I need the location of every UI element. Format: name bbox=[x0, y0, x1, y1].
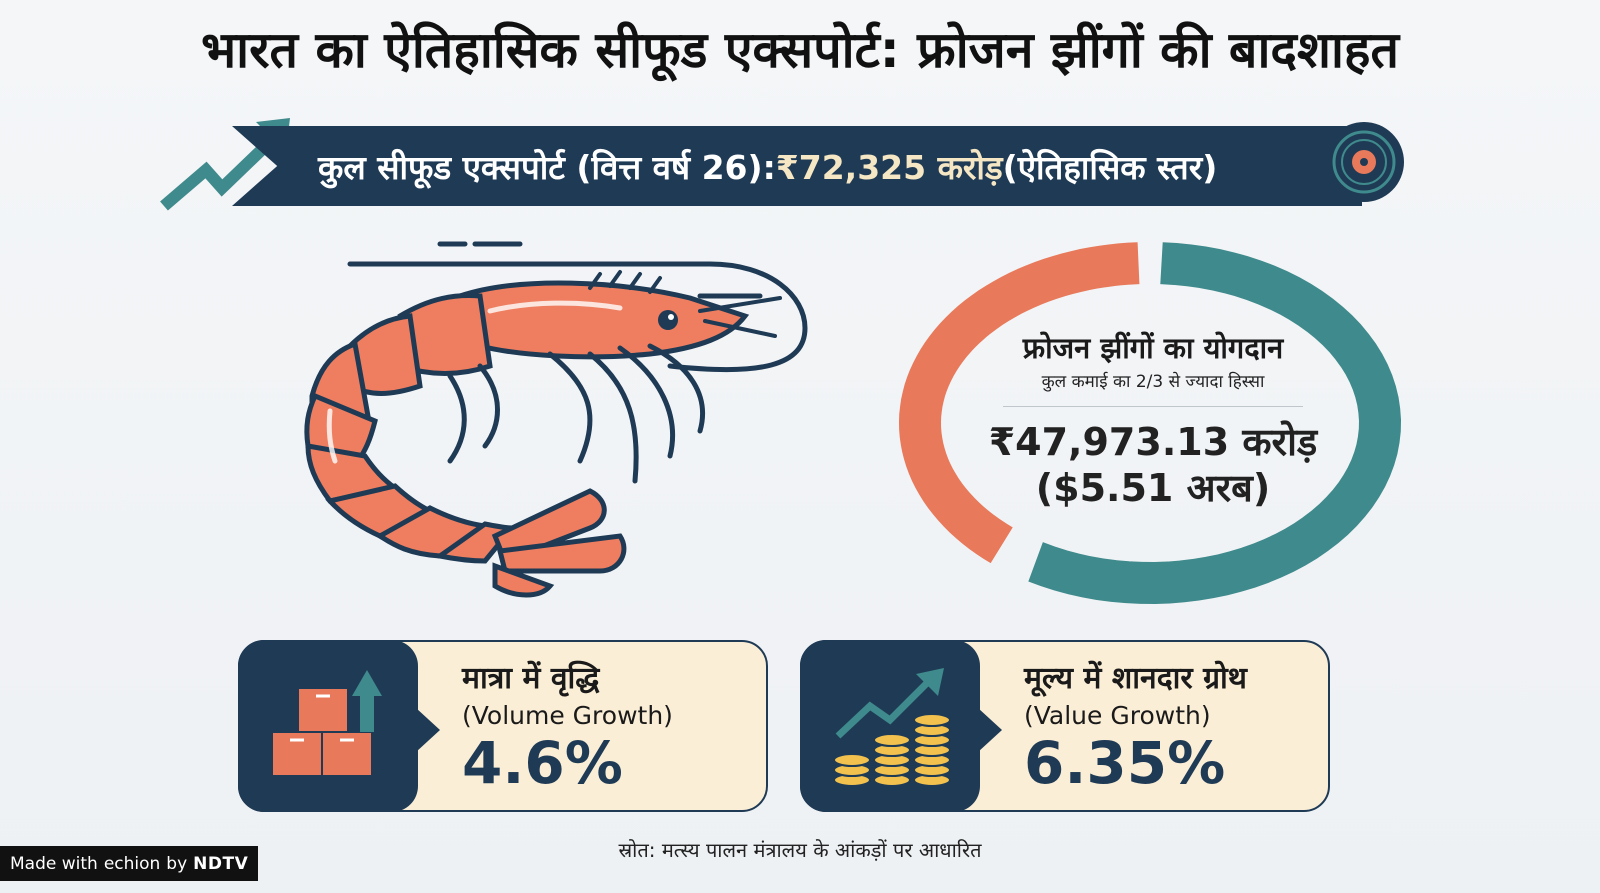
watermark-by: by bbox=[166, 853, 188, 874]
value-growth-card: मूल्य में शानदार ग्रोथ (Value Growth) 6.… bbox=[800, 640, 1330, 812]
volume-growth-card: मात्रा में वृद्धि (Volume Growth) 4.6% bbox=[238, 640, 768, 812]
donut-divider bbox=[1003, 406, 1303, 407]
value-subheading: (Value Growth) bbox=[1024, 701, 1211, 730]
volume-heading: मात्रा में वृद्धि bbox=[462, 661, 600, 696]
source-note: स्रोत: मत्स्य पालन मंत्रालय के आंकड़ों प… bbox=[618, 838, 982, 862]
donut-value-usd: ($5.51 अरब) bbox=[1035, 466, 1271, 510]
card-icon-box bbox=[238, 640, 418, 812]
watermark-app: echion bbox=[103, 853, 161, 874]
watermark-prefix: Made with bbox=[10, 853, 98, 874]
card-notch bbox=[416, 708, 440, 752]
value-growth-value: 6.35% bbox=[1024, 729, 1226, 797]
total-export-banner: कुल सीफूड एक्सपोर्ट (वित्त वर्ष 26): ₹72… bbox=[232, 126, 1362, 206]
banner-note: (ऐतिहासिक स्तर) bbox=[1002, 147, 1218, 187]
donut-value-inr: ₹47,973.13 करोड़ bbox=[988, 420, 1318, 464]
watermark-brand: NDTV bbox=[193, 853, 249, 874]
donut-segment-frozen-shrimp bbox=[898, 242, 1140, 564]
frozen-shrimp-share-donut bbox=[898, 242, 1402, 605]
page-title: भारत का ऐतिहासिक सीफूड एक्सपोर्ट: फ्रोजन… bbox=[200, 21, 1399, 79]
donut-subheading: कुल कमाई का 2/3 से ज्यादा हिस्सा bbox=[1041, 372, 1265, 392]
banner-amount: ₹72,325 करोड़ bbox=[775, 147, 1003, 187]
coins-growth-icon bbox=[833, 668, 951, 787]
card-icon-box bbox=[800, 640, 980, 812]
record-badge-icon bbox=[1324, 122, 1404, 202]
banner-label: कुल सीफूड एक्सपोर्ट (वित्त वर्ष 26): bbox=[318, 147, 776, 187]
donut-segment-other-seafood bbox=[1028, 242, 1402, 605]
boxes-arrow-icon bbox=[271, 670, 382, 777]
donut-heading: फ्रोजन झींगों का योगदान bbox=[1022, 331, 1284, 365]
donut-label: फ्रोजन झींगों का योगदान कुल कमाई का 2/3 … bbox=[968, 328, 1338, 511]
value-heading: मूल्य में शानदार ग्रोथ bbox=[1024, 661, 1247, 696]
card-notch bbox=[978, 708, 1002, 752]
watermark: Made with echion by NDTV bbox=[0, 846, 259, 881]
shrimp-icon bbox=[304, 241, 808, 598]
volume-subheading: (Volume Growth) bbox=[462, 701, 673, 730]
volume-value: 4.6% bbox=[462, 729, 623, 797]
